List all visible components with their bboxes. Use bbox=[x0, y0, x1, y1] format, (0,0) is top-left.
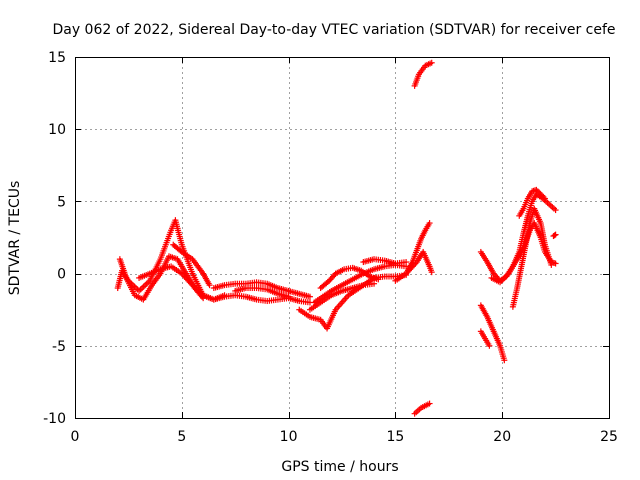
y-tick-label: 5 bbox=[57, 194, 66, 210]
x-tick-label: 0 bbox=[71, 429, 80, 445]
data-point bbox=[426, 220, 433, 227]
y-tick-label: 10 bbox=[48, 122, 66, 138]
data-point bbox=[541, 195, 548, 202]
data-point bbox=[426, 400, 433, 407]
x-axis-label: GPS time / hours bbox=[281, 459, 398, 475]
data-point bbox=[428, 269, 435, 276]
x-tick-label: 15 bbox=[386, 429, 404, 445]
data-point bbox=[371, 280, 378, 287]
x-tick-label: 10 bbox=[280, 429, 298, 445]
data-point bbox=[552, 207, 559, 214]
y-tick-label: 0 bbox=[57, 267, 66, 283]
y-axis-label: SDTVAR / TECUs bbox=[7, 181, 23, 296]
y-tick-label: -10 bbox=[43, 411, 66, 427]
y-tick-label: -5 bbox=[52, 339, 66, 355]
plot-frame bbox=[75, 57, 610, 419]
axis-ticks: 0 5 10 15 20 25 -10 -5 0 5 10 15 bbox=[43, 50, 618, 445]
data-points bbox=[114, 59, 559, 417]
x-tick-label: 20 bbox=[493, 429, 511, 445]
y-tick-label: 15 bbox=[48, 50, 66, 66]
data-point bbox=[403, 259, 410, 266]
data-point bbox=[552, 231, 559, 238]
data-point bbox=[548, 261, 555, 268]
data-point bbox=[428, 59, 435, 66]
data-point bbox=[533, 186, 540, 193]
x-tick-label: 25 bbox=[600, 429, 618, 445]
data-point bbox=[501, 357, 508, 364]
data-point bbox=[375, 276, 382, 283]
data-point bbox=[285, 293, 292, 300]
x-tick-label: 5 bbox=[177, 429, 186, 445]
data-point bbox=[551, 232, 558, 239]
data-point bbox=[206, 282, 213, 289]
data-point bbox=[486, 342, 493, 349]
data-point bbox=[306, 293, 313, 300]
chart-title: Day 062 of 2022, Sidereal Day-to-day VTE… bbox=[52, 22, 615, 38]
